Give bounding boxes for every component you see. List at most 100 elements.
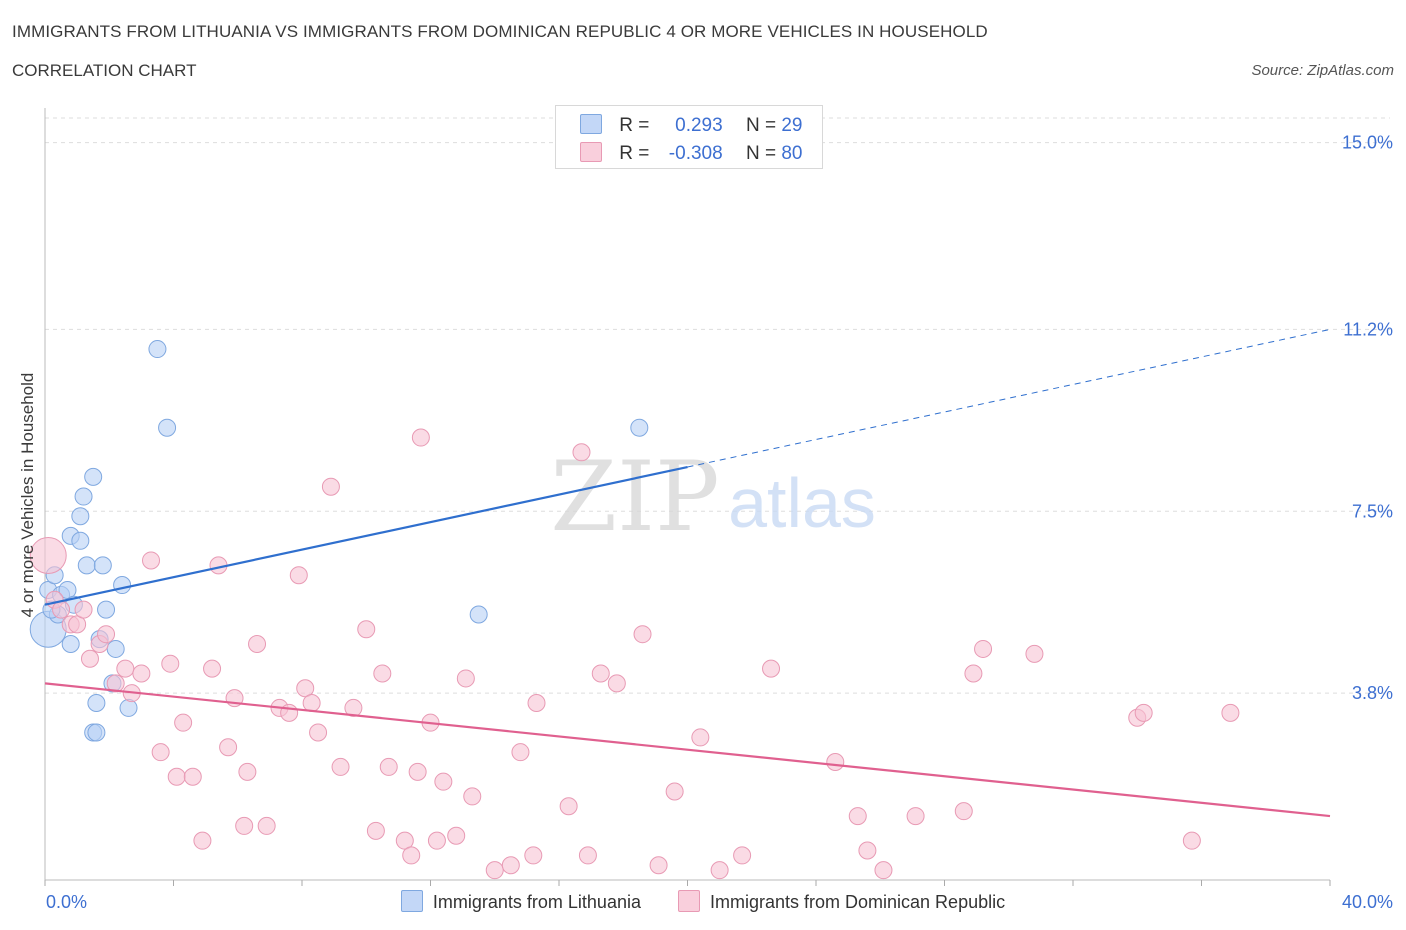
dominican-point-73: [954, 802, 973, 821]
x-tick-label-1: 40.0%: [1342, 892, 1393, 912]
dominican-point-70: [858, 841, 877, 860]
dominican-point-60: [607, 674, 626, 693]
dominican-point-30: [289, 566, 308, 585]
lithuania-point-22: [113, 576, 132, 595]
lithuania-point-21: [106, 639, 125, 658]
dominican-point-71: [874, 861, 893, 880]
dominican-point-24: [235, 816, 254, 835]
dominican-point-18: [183, 767, 202, 786]
legend-row-dominican: R = -0.308 N = 80: [580, 142, 802, 164]
dominican-point-17: [174, 713, 193, 732]
y-tick-label-2: 11.2%: [1343, 319, 1393, 339]
dominican-point-5: [74, 600, 93, 619]
dominican-point-34: [321, 477, 340, 496]
dominican-point-52: [501, 856, 520, 875]
dominican-point-65: [710, 861, 729, 880]
dominican-point-78: [1134, 703, 1153, 722]
n-value-dominican: 80: [781, 143, 803, 164]
dominican-point-79: [1182, 831, 1201, 850]
dominican-point-22: [219, 738, 238, 757]
lithuania-point-18: [93, 556, 112, 575]
lithuania-point-15: [87, 694, 106, 713]
dominican-point-64: [691, 728, 710, 747]
lithuania-point-10: [71, 531, 90, 550]
lithuania-legend-swatch: [400, 890, 423, 912]
dominican-point-6: [80, 649, 99, 668]
dominican-point-27: [257, 816, 276, 835]
dominican-point-80: [1221, 703, 1240, 722]
dominican-point-19: [193, 831, 212, 850]
dominican-point-16: [167, 767, 186, 786]
dominican-point-10: [116, 659, 135, 678]
dominican-point-61: [633, 625, 652, 644]
dominican-point-47: [434, 772, 453, 791]
legend-label-dominican: Immigrants from Dominican Republic: [710, 892, 1006, 912]
r-value-dominican: -0.308: [668, 143, 723, 164]
dominican-point-15: [161, 654, 180, 673]
dominican-point-54: [524, 846, 543, 865]
y-axis-label: 4 or more Vehicles in Household: [18, 372, 37, 618]
dominican-point-40: [379, 757, 398, 776]
dominican-point-37: [357, 620, 376, 639]
dominican-point-0: [29, 537, 67, 575]
dominican-point-26: [248, 635, 267, 654]
y-tick-label-3: 15.0%: [1342, 133, 1393, 153]
lithuania-point-26: [469, 605, 488, 624]
dominican-point-46: [427, 831, 446, 850]
n-label: N =: [745, 143, 777, 164]
dominican-point-20: [203, 659, 222, 678]
n-value-lithuania: 29: [781, 115, 803, 136]
dominican-point-49: [456, 669, 475, 688]
dominican-point-38: [366, 821, 385, 840]
dominican-point-58: [578, 846, 597, 865]
y-tick-label-1: 7.5%: [1352, 501, 1393, 521]
dominican-point-62: [649, 856, 668, 875]
lithuania-point-24: [148, 340, 167, 359]
x-tick-label-0: 0.0%: [46, 892, 87, 912]
dominican-point-32: [302, 694, 321, 713]
lithuania-trend-line: [44, 465, 688, 606]
dominican-point-44: [411, 428, 430, 447]
lithuania-point-7: [61, 635, 80, 654]
dominican-point-56: [559, 797, 578, 816]
dominican-swatch: [580, 142, 602, 162]
dominican-point-75: [974, 639, 993, 658]
y-tick-label-0: 3.8%: [1352, 683, 1393, 703]
dominican-trend-line: [44, 682, 1331, 818]
dominican-point-68: [826, 753, 845, 772]
dominican-point-72: [906, 807, 925, 826]
dominican-point-39: [373, 664, 392, 683]
dominican-point-76: [1025, 644, 1044, 663]
dominican-point-43: [408, 762, 427, 781]
dominican-point-55: [527, 694, 546, 713]
dominican-point-67: [762, 659, 781, 678]
legend-item-dominican[interactable]: Immigrants from Dominican Republic: [678, 890, 1005, 913]
lithuania-point-25: [158, 418, 177, 437]
dominican-point-51: [485, 861, 504, 880]
watermark-atlas: atlas: [728, 464, 876, 542]
legend-item-lithuania[interactable]: Immigrants from Lithuania: [400, 890, 641, 913]
dominican-point-13: [142, 551, 161, 570]
lithuania-point-27: [630, 418, 649, 437]
dominican-point-53: [511, 743, 530, 762]
dominican-point-8: [97, 625, 116, 644]
dominican-point-63: [665, 782, 684, 801]
dominican-point-69: [848, 807, 867, 826]
n-label: N =: [745, 115, 777, 136]
chart-title: IMMIGRANTS FROM LITHUANIA VS IMMIGRANTS …: [12, 22, 988, 41]
lithuania-point-23: [119, 698, 138, 717]
dominican-point-33: [309, 723, 328, 742]
dominican-point-9: [106, 674, 125, 693]
dominican-point-48: [447, 826, 466, 845]
lithuania-trend-extension: [687, 328, 1331, 468]
dominican-point-42: [402, 846, 421, 865]
lithuania-point-14: [84, 467, 103, 486]
dominican-point-57: [572, 443, 591, 462]
legend-row-lithuania: R = 0.293 N = 29: [580, 114, 802, 136]
legend-label-lithuania: Immigrants from Lithuania: [432, 892, 641, 912]
lithuania-point-16: [87, 723, 106, 742]
dominican-point-2: [52, 600, 71, 619]
lithuania-point-11: [74, 487, 93, 506]
dominican-point-66: [733, 846, 752, 865]
source-credit: Source: ZipAtlas.com: [1251, 62, 1394, 79]
